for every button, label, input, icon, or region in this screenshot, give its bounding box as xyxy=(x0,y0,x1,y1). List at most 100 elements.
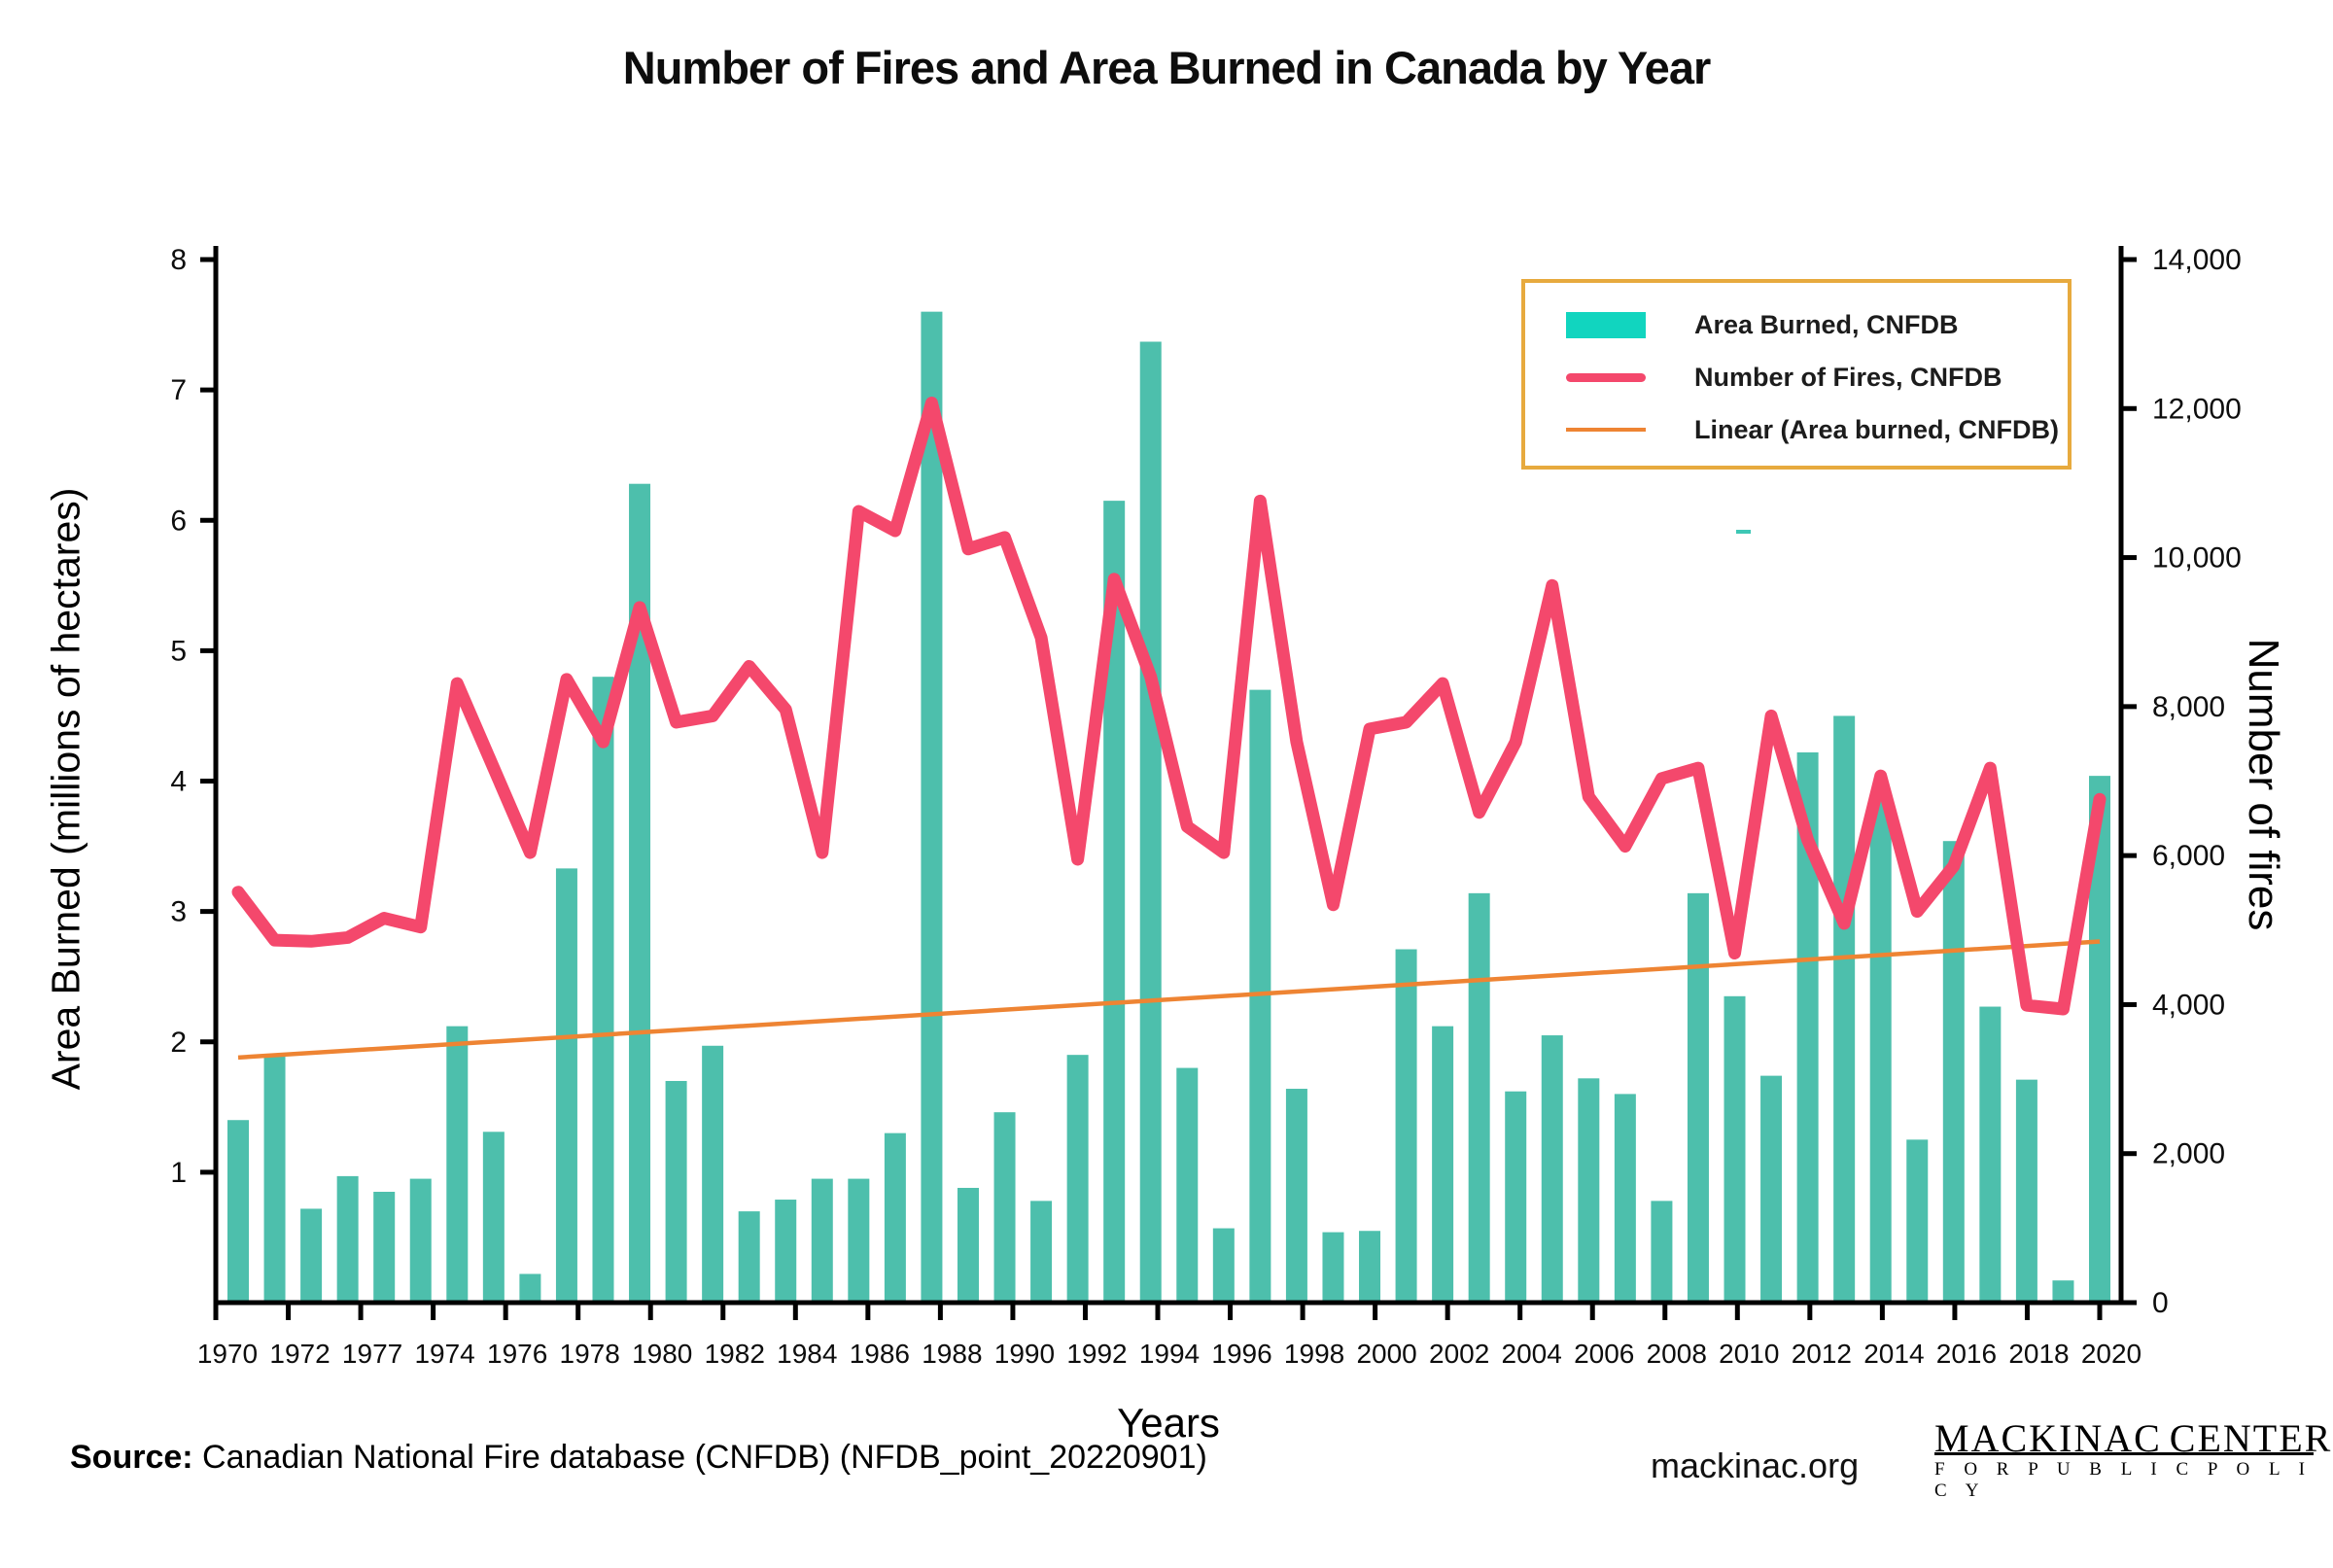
logo-wordmark: MACKINAC CENTER xyxy=(1934,1416,2330,1460)
trend-line-swatch-icon xyxy=(1566,428,1646,432)
axis-tick-label: 2020 xyxy=(2081,1339,2141,1369)
bar-2012 xyxy=(1760,1075,1783,1303)
trend-line xyxy=(237,939,2101,1061)
bar-2002 xyxy=(1395,949,1417,1303)
axis-tick-label: 4 xyxy=(170,766,187,798)
bar-2001 xyxy=(1359,1231,1381,1303)
bar-1974 xyxy=(373,1191,396,1303)
y-axis-title-right: Number of fires xyxy=(2240,638,2287,931)
bar-2006 xyxy=(1541,1035,1563,1303)
axis-tick-label: 1992 xyxy=(1066,1339,1127,1369)
axis-tick-label: 4,000 xyxy=(2152,989,2225,1021)
axis-tick-label: 1974 xyxy=(414,1339,474,1369)
axis-tick-label: 1978 xyxy=(560,1339,620,1369)
bar-1970 xyxy=(227,1120,249,1303)
axis-tick-label: 1980 xyxy=(632,1339,692,1369)
axis-tick-label: 2014 xyxy=(1863,1339,1924,1369)
axis-tick-label: 1990 xyxy=(994,1339,1055,1369)
axis-tick-label: 12,000 xyxy=(2152,393,2242,425)
bar-1984 xyxy=(738,1211,760,1303)
axis-tick-label: 2 xyxy=(170,1027,187,1059)
axis-tick-label: 1986 xyxy=(850,1339,910,1369)
axis-tick-label: 8 xyxy=(170,244,187,276)
bar-1992 xyxy=(1030,1201,1053,1303)
legend-label: Linear (Area burned, CNFDB) xyxy=(1694,414,2060,444)
bar-1973 xyxy=(336,1175,359,1303)
axis-tick-label: 1970 xyxy=(197,1339,258,1369)
bar-2015 xyxy=(1869,793,1892,1303)
axis-tick-label: 2,000 xyxy=(2152,1138,2225,1170)
bar-1991 xyxy=(993,1112,1016,1303)
axis-tick-label: 1998 xyxy=(1284,1339,1344,1369)
bar-2008 xyxy=(1614,1094,1636,1303)
axis-tick-label: 2004 xyxy=(1502,1339,1562,1369)
bar-1971 xyxy=(263,1055,286,1303)
bar-1995 xyxy=(1139,341,1162,1303)
axis-tick-label: 8,000 xyxy=(2152,691,2225,723)
bar-1977 xyxy=(482,1132,505,1303)
bar-2003 xyxy=(1432,1026,1454,1303)
axis-tick-label: 1996 xyxy=(1211,1339,1271,1369)
bar-1999 xyxy=(1285,1089,1307,1303)
axis-tick-label: 6 xyxy=(170,505,187,537)
axis-tick-label: 1976 xyxy=(487,1339,547,1369)
bar-1981 xyxy=(629,483,651,1303)
bar-1978 xyxy=(519,1273,541,1303)
axis-tick-label: 2018 xyxy=(2008,1339,2069,1369)
bar-2019 xyxy=(2015,1079,2037,1303)
source-label: Source: xyxy=(70,1439,193,1476)
bar-1990 xyxy=(957,1187,979,1303)
bar-1993 xyxy=(1066,1055,1089,1303)
stray-teal-mark xyxy=(1736,530,1751,534)
bar-1980 xyxy=(592,677,614,1303)
bar-1976 xyxy=(446,1026,469,1303)
axis-tick-label: 1994 xyxy=(1139,1339,1200,1369)
logo-word-left: MACKINAC xyxy=(1934,1416,2162,1460)
bar-2021 xyxy=(2089,776,2110,1303)
bar-2011 xyxy=(1724,995,1746,1303)
bar-1989 xyxy=(921,311,943,1303)
axis-tick-label: 5 xyxy=(170,635,187,667)
bar-2010 xyxy=(1687,892,1709,1303)
axis-tick-label: 1982 xyxy=(705,1339,765,1369)
mackinac-center-logo: MACKINAC CENTER F O R P U B L I C P O L … xyxy=(1934,1416,2330,1502)
axis-tick-label: 1977 xyxy=(342,1339,402,1369)
axis-tick-label: 1988 xyxy=(922,1339,982,1369)
axis-tick-label: 2006 xyxy=(1574,1339,1634,1369)
bar-1994 xyxy=(1103,501,1126,1303)
legend-label: Number of Fires, CNFDB xyxy=(1694,362,2002,392)
bar-2016 xyxy=(1906,1139,1929,1303)
bar-2009 xyxy=(1651,1201,1673,1303)
axis-tick-label: 2000 xyxy=(1356,1339,1416,1369)
axis-tick-label: 2008 xyxy=(1647,1339,1707,1369)
legend-box: Area Burned, CNFDB Number of Fires, CNFD… xyxy=(1521,279,2072,470)
bar-1996 xyxy=(1176,1067,1199,1303)
logo-divider xyxy=(1934,1452,2314,1455)
logo-subtext: F O R P U B L I C P O L I C Y xyxy=(1934,1459,2313,1501)
bar-2020 xyxy=(2052,1280,2074,1303)
y-axis-title-left: Area Burned (millions of hectares) xyxy=(43,487,88,1091)
fires-line xyxy=(231,397,2107,1016)
bar-1979 xyxy=(555,868,577,1303)
bar-2004 xyxy=(1468,892,1490,1303)
logo-word-right: CENTER xyxy=(2169,1416,2333,1460)
bar-2017 xyxy=(1942,841,1965,1303)
legend-item-number-of-fires: Number of Fires, CNFDB xyxy=(1566,363,2002,392)
website-link[interactable]: mackinac.org xyxy=(1651,1446,1860,1485)
bar-1987 xyxy=(848,1178,870,1303)
bar-1983 xyxy=(702,1045,724,1303)
axis-tick-label: 14,000 xyxy=(2152,244,2242,276)
bar-1988 xyxy=(884,1132,906,1303)
axis-tick-label: 1984 xyxy=(777,1339,837,1369)
axis-tick-label: 10,000 xyxy=(2152,542,2242,575)
source-text: Canadian National Fire database (CNFDB) … xyxy=(192,1439,1207,1476)
source-caption: Source: Canadian National Fire database … xyxy=(70,1439,1207,1477)
chart-title: Number of Fires and Area Burned in Canad… xyxy=(622,42,1712,93)
axis-tick-label: 7 xyxy=(170,374,187,406)
bar-1986 xyxy=(811,1178,833,1303)
bar-2007 xyxy=(1578,1078,1600,1303)
bar-2013 xyxy=(1796,751,1819,1303)
bar-1997 xyxy=(1212,1228,1235,1303)
